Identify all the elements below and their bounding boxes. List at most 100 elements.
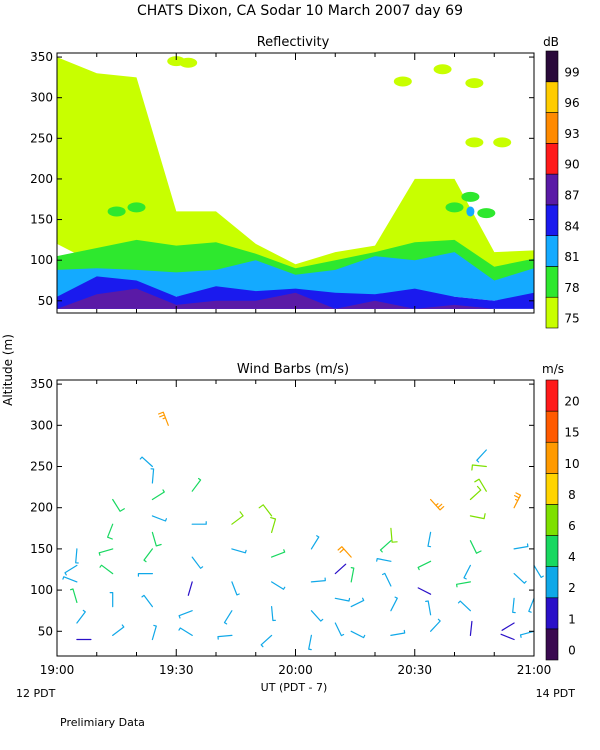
reflectivity-units: dB [543, 35, 559, 49]
wind-barb [191, 477, 202, 492]
reflectivity-colorbar-label: 93 [564, 127, 579, 141]
wind-colorbar: 0 1 2 4 6 8 10 15 20 [545, 379, 580, 661]
reflectivity-colorbar-label: 78 [564, 281, 579, 295]
wind-barb [151, 515, 167, 522]
y-tick-label: 350 [30, 50, 53, 64]
wind-barb [350, 597, 365, 608]
wind-barbs [62, 411, 544, 651]
reflectivity-patch [445, 202, 464, 213]
wind-barb [143, 548, 153, 563]
wind-barb [469, 620, 473, 636]
y-tick-label: 200 [30, 501, 53, 515]
wind-barb [178, 610, 193, 619]
wind-barb [191, 521, 207, 525]
left-note: 12 PDT [16, 687, 56, 700]
footer-note: Prelimiary Data [60, 716, 145, 729]
wind-colorbar-swatch [545, 410, 559, 443]
x-tick-label: 20:30 [397, 663, 432, 677]
wind-barb [151, 531, 162, 547]
wind-barb [430, 618, 441, 632]
wind-barb [107, 523, 114, 540]
reflectivity-patch [465, 78, 484, 89]
wind-title: Wind Barbs (m/s) [237, 362, 349, 377]
y-tick-label: 250 [30, 460, 53, 474]
reflectivity-patch [179, 57, 198, 68]
reflectivity-colorbar-label: 90 [564, 158, 579, 172]
wind-barb [390, 629, 406, 636]
y-tick-label: 200 [30, 172, 53, 186]
wind-barb [469, 540, 482, 554]
wind-barb [150, 468, 155, 484]
x-tick-label: 19:30 [159, 663, 194, 677]
wind-colorbar-swatch [545, 441, 559, 474]
x-axis-label: UT (PDT - 7) [261, 681, 328, 694]
reflectivity-colorbar-swatch [545, 143, 559, 175]
reflectivity-patch [466, 206, 475, 217]
wind-colorbar-label: 0 [568, 643, 576, 657]
wind-barb [112, 624, 125, 636]
wind-barb [191, 556, 204, 569]
wind-barb [334, 563, 347, 575]
wind-barb [471, 464, 487, 471]
wind-colorbar-swatch [545, 504, 559, 536]
wind-barb [476, 449, 487, 463]
wind-barb [310, 577, 326, 583]
wind-barb [62, 576, 78, 583]
wind-barb [379, 540, 392, 553]
wind-colorbar-label: 4 [568, 550, 576, 564]
y-tick-label: 250 [30, 131, 53, 145]
reflectivity-patch [461, 191, 480, 202]
wind-colorbar-swatch [545, 473, 559, 505]
wind-barb [469, 513, 486, 520]
wind-barb [427, 531, 432, 548]
wind-barb [310, 535, 320, 550]
wind-x-axis: 19:00 19:30 20:00 20:30 21:00 [40, 380, 552, 677]
reflectivity-colorbar-label: 81 [564, 250, 579, 264]
reflectivity-colorbar-swatch [545, 235, 559, 267]
reflectivity-patch [477, 208, 496, 219]
reflectivity-patch [465, 137, 484, 148]
wind-barb [141, 594, 153, 608]
wind-barb [390, 596, 398, 612]
reflectivity-y-axis: 50 100 150 200 250 300 350 [30, 50, 534, 308]
x-tick-label: 21:00 [517, 663, 552, 677]
x-tick-label: 19:00 [40, 663, 75, 677]
reflectivity-patch [393, 76, 412, 87]
wind-barb [271, 549, 286, 558]
wind-colorbar-label: 2 [568, 581, 576, 595]
wind-barb [187, 581, 193, 596]
reflectivity-colorbar-label: 96 [564, 96, 579, 110]
wind-barb [76, 609, 86, 624]
wind-barb [137, 573, 153, 577]
reflectivity-colorbar-label: 75 [564, 312, 579, 326]
wind-barb [258, 504, 273, 517]
wind-barb [456, 581, 471, 588]
wind-barb [178, 627, 193, 636]
y-tick-label: 100 [30, 253, 53, 267]
wind-barb [112, 498, 125, 512]
x-tick-label: 20:00 [278, 663, 313, 677]
wind-barb [217, 634, 233, 640]
wind-barb [417, 560, 432, 571]
wind-y-axis: 50 100 150 200 250 300 350 [30, 377, 534, 638]
wind-barb [271, 606, 276, 622]
wind-colorbar-swatch [545, 535, 559, 567]
reflectivity-title: Reflectivity [257, 35, 330, 50]
wind-barb [430, 498, 445, 511]
wind-colorbar-label: 8 [568, 488, 576, 502]
wind-colorbar-swatch [545, 566, 559, 599]
reflectivity-band-84 [57, 276, 534, 309]
y-axis-label: Altitude (m) [1, 334, 15, 406]
wind-barb [99, 564, 114, 575]
reflectivity-contours [57, 56, 534, 309]
wind-barb [139, 456, 153, 468]
wind-barb [271, 581, 286, 590]
wind-barb [512, 597, 516, 614]
wind-barb [231, 548, 247, 554]
wind-barb [382, 572, 392, 587]
reflectivity-colorbar-swatch [545, 50, 559, 83]
wind-barb [501, 622, 515, 631]
y-tick-label: 50 [38, 624, 53, 638]
reflectivity-colorbar-label: 99 [564, 65, 579, 79]
